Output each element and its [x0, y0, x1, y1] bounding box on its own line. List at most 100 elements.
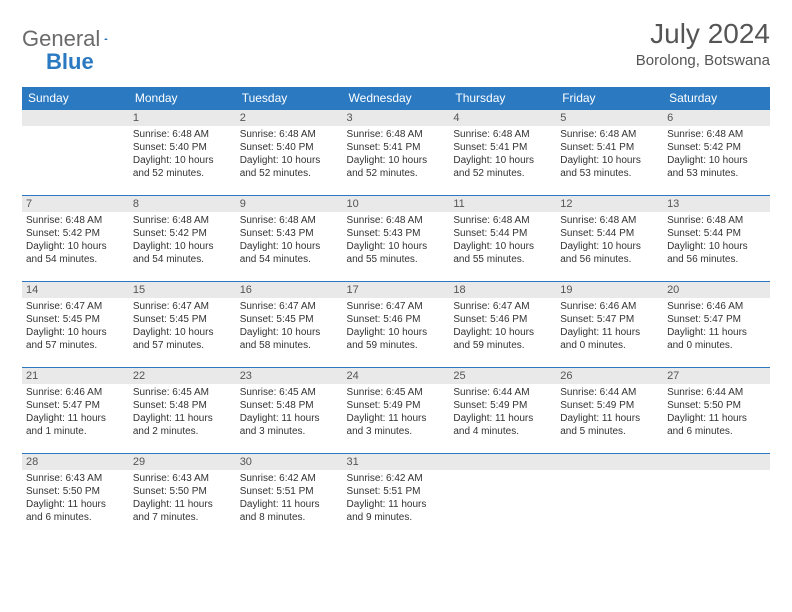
calendar-week: 1Sunrise: 6:48 AMSunset: 5:40 PMDaylight…	[22, 109, 770, 195]
day-details: Sunrise: 6:44 AMSunset: 5:50 PMDaylight:…	[663, 384, 770, 442]
daylight-text: Daylight: 11 hours and 1 minute.	[26, 412, 125, 438]
daylight-text: Daylight: 10 hours and 58 minutes.	[240, 326, 339, 352]
daylight-text: Daylight: 10 hours and 54 minutes.	[26, 240, 125, 266]
sunset-text: Sunset: 5:45 PM	[240, 313, 339, 326]
calendar-cell: 29Sunrise: 6:43 AMSunset: 5:50 PMDayligh…	[129, 453, 236, 539]
location: Borolong, Botswana	[636, 52, 770, 69]
sunrise-text: Sunrise: 6:44 AM	[453, 386, 552, 399]
calendar-cell: 31Sunrise: 6:42 AMSunset: 5:51 PMDayligh…	[343, 453, 450, 539]
day-details: Sunrise: 6:44 AMSunset: 5:49 PMDaylight:…	[449, 384, 556, 442]
sunrise-text: Sunrise: 6:43 AM	[133, 472, 232, 485]
sunset-text: Sunset: 5:41 PM	[453, 141, 552, 154]
sunrise-text: Sunrise: 6:48 AM	[560, 128, 659, 141]
sunrise-text: Sunrise: 6:48 AM	[667, 128, 766, 141]
day-details: Sunrise: 6:43 AMSunset: 5:50 PMDaylight:…	[129, 470, 236, 528]
daylight-text: Daylight: 10 hours and 53 minutes.	[560, 154, 659, 180]
day-number: 19	[556, 281, 663, 298]
sunrise-text: Sunrise: 6:48 AM	[453, 214, 552, 227]
day-details: Sunrise: 6:48 AMSunset: 5:43 PMDaylight:…	[343, 212, 450, 270]
daylight-text: Daylight: 10 hours and 54 minutes.	[240, 240, 339, 266]
daylight-text: Daylight: 11 hours and 3 minutes.	[240, 412, 339, 438]
day-number: 27	[663, 367, 770, 384]
daylight-text: Daylight: 10 hours and 53 minutes.	[667, 154, 766, 180]
daylight-text: Daylight: 10 hours and 52 minutes.	[453, 154, 552, 180]
calendar-cell: 1Sunrise: 6:48 AMSunset: 5:40 PMDaylight…	[129, 109, 236, 195]
calendar-cell	[556, 453, 663, 539]
sunset-text: Sunset: 5:46 PM	[453, 313, 552, 326]
sunset-text: Sunset: 5:45 PM	[133, 313, 232, 326]
day-number: 7	[22, 195, 129, 212]
calendar-cell: 15 Sunrise: 6:47 AMSunset: 5:45 PMDayligh…	[129, 281, 236, 367]
calendar-cell: 24Sunrise: 6:45 AMSunset: 5:49 PMDayligh…	[343, 367, 450, 453]
day-number: 17	[343, 281, 450, 298]
calendar-cell: 21Sunrise: 6:46 AMSunset: 5:47 PMDayligh…	[22, 367, 129, 453]
sunrise-text: Sunrise: 6:42 AM	[347, 472, 446, 485]
sunset-text: Sunset: 5:50 PM	[133, 485, 232, 498]
sunset-text: Sunset: 5:49 PM	[347, 399, 446, 412]
daylight-text: Daylight: 10 hours and 59 minutes.	[453, 326, 552, 352]
day-number: 30	[236, 453, 343, 470]
daylight-text: Daylight: 10 hours and 52 minutes.	[347, 154, 446, 180]
calendar-cell	[449, 453, 556, 539]
daylight-text: Daylight: 10 hours and 59 minutes.	[347, 326, 446, 352]
sunset-text: Sunset: 5:48 PM	[240, 399, 339, 412]
sunrise-text: Sunrise: 6:43 AM	[26, 472, 125, 485]
day-number: 2	[236, 109, 343, 126]
day-details: Sunrise: 6:48 AMSunset: 5:40 PMDaylight:…	[236, 126, 343, 184]
day-details: Sunrise: 6:48 AMSunset: 5:41 PMDaylight:…	[449, 126, 556, 184]
calendar-cell: 12Sunrise: 6:48 AMSunset: 5:44 PMDayligh…	[556, 195, 663, 281]
daylight-text: Daylight: 10 hours and 55 minutes.	[453, 240, 552, 266]
daylight-text: Daylight: 11 hours and 5 minutes.	[560, 412, 659, 438]
daylight-text: Daylight: 10 hours and 52 minutes.	[240, 154, 339, 180]
sunset-text: Sunset: 5:44 PM	[667, 227, 766, 240]
day-details: Sunrise: 6:47 AMSunset: 5:46 PMDaylight:…	[343, 298, 450, 356]
sunset-text: Sunset: 5:40 PM	[133, 141, 232, 154]
sunrise-text: Sunrise: 6:45 AM	[347, 386, 446, 399]
day-header: Friday	[556, 87, 663, 109]
sunrise-text: Sunrise: 6:46 AM	[26, 386, 125, 399]
day-number: 28	[22, 453, 129, 470]
daylight-text: Daylight: 11 hours and 7 minutes.	[133, 498, 232, 524]
sunrise-text: Sunrise: 6:47 AM	[453, 300, 552, 313]
calendar-cell	[663, 453, 770, 539]
daylight-text: Daylight: 10 hours and 56 minutes.	[560, 240, 659, 266]
logo-text-2: Blue	[46, 49, 94, 75]
day-header: Wednesday	[343, 87, 450, 109]
calendar-cell: 18Sunrise: 6:47 AMSunset: 5:46 PMDayligh…	[449, 281, 556, 367]
day-number	[449, 453, 556, 470]
sunrise-text: Sunrise: 6:47 AM	[26, 300, 125, 313]
sunrise-text: Sunrise: 6:45 AM	[240, 386, 339, 399]
sunset-text: Sunset: 5:50 PM	[26, 485, 125, 498]
calendar-cell: 19Sunrise: 6:46 AMSunset: 5:47 PMDayligh…	[556, 281, 663, 367]
sunrise-text: Sunrise: 6:47 AM	[133, 300, 232, 313]
calendar-cell: 23Sunrise: 6:45 AMSunset: 5:48 PMDayligh…	[236, 367, 343, 453]
sunset-text: Sunset: 5:51 PM	[240, 485, 339, 498]
day-number: 22	[129, 367, 236, 384]
day-details: Sunrise: 6:45 AMSunset: 5:49 PMDaylight:…	[343, 384, 450, 442]
day-number: 9	[236, 195, 343, 212]
day-details: Sunrise: 6:45 AMSunset: 5:48 PMDaylight:…	[236, 384, 343, 442]
day-details: Sunrise: 6:47 AMSunset: 5:45 PMDaylight:…	[22, 298, 129, 356]
day-number: 4	[449, 109, 556, 126]
sunset-text: Sunset: 5:48 PM	[133, 399, 232, 412]
day-details: Sunrise: 6:48 AMSunset: 5:42 PMDaylight:…	[22, 212, 129, 270]
day-number: 25	[449, 367, 556, 384]
day-header: Thursday	[449, 87, 556, 109]
sunset-text: Sunset: 5:51 PM	[347, 485, 446, 498]
title-block: July 2024 Borolong, Botswana	[636, 18, 770, 69]
calendar-week: 7Sunrise: 6:48 AMSunset: 5:42 PMDaylight…	[22, 195, 770, 281]
day-number: 8	[129, 195, 236, 212]
day-number: 6	[663, 109, 770, 126]
calendar-cell	[22, 109, 129, 195]
sunrise-text: Sunrise: 6:48 AM	[26, 214, 125, 227]
sunrise-text: Sunrise: 6:47 AM	[240, 300, 339, 313]
day-number: 21	[22, 367, 129, 384]
calendar-cell: 13Sunrise: 6:48 AMSunset: 5:44 PMDayligh…	[663, 195, 770, 281]
sunrise-text: Sunrise: 6:48 AM	[133, 128, 232, 141]
sunset-text: Sunset: 5:42 PM	[667, 141, 766, 154]
sunrise-text: Sunrise: 6:48 AM	[133, 214, 232, 227]
day-number: 10	[343, 195, 450, 212]
calendar-cell: 14Sunrise: 6:47 AMSunset: 5:45 PMDayligh…	[22, 281, 129, 367]
daylight-text: Daylight: 10 hours and 57 minutes.	[133, 326, 232, 352]
day-number: 15	[129, 281, 236, 298]
